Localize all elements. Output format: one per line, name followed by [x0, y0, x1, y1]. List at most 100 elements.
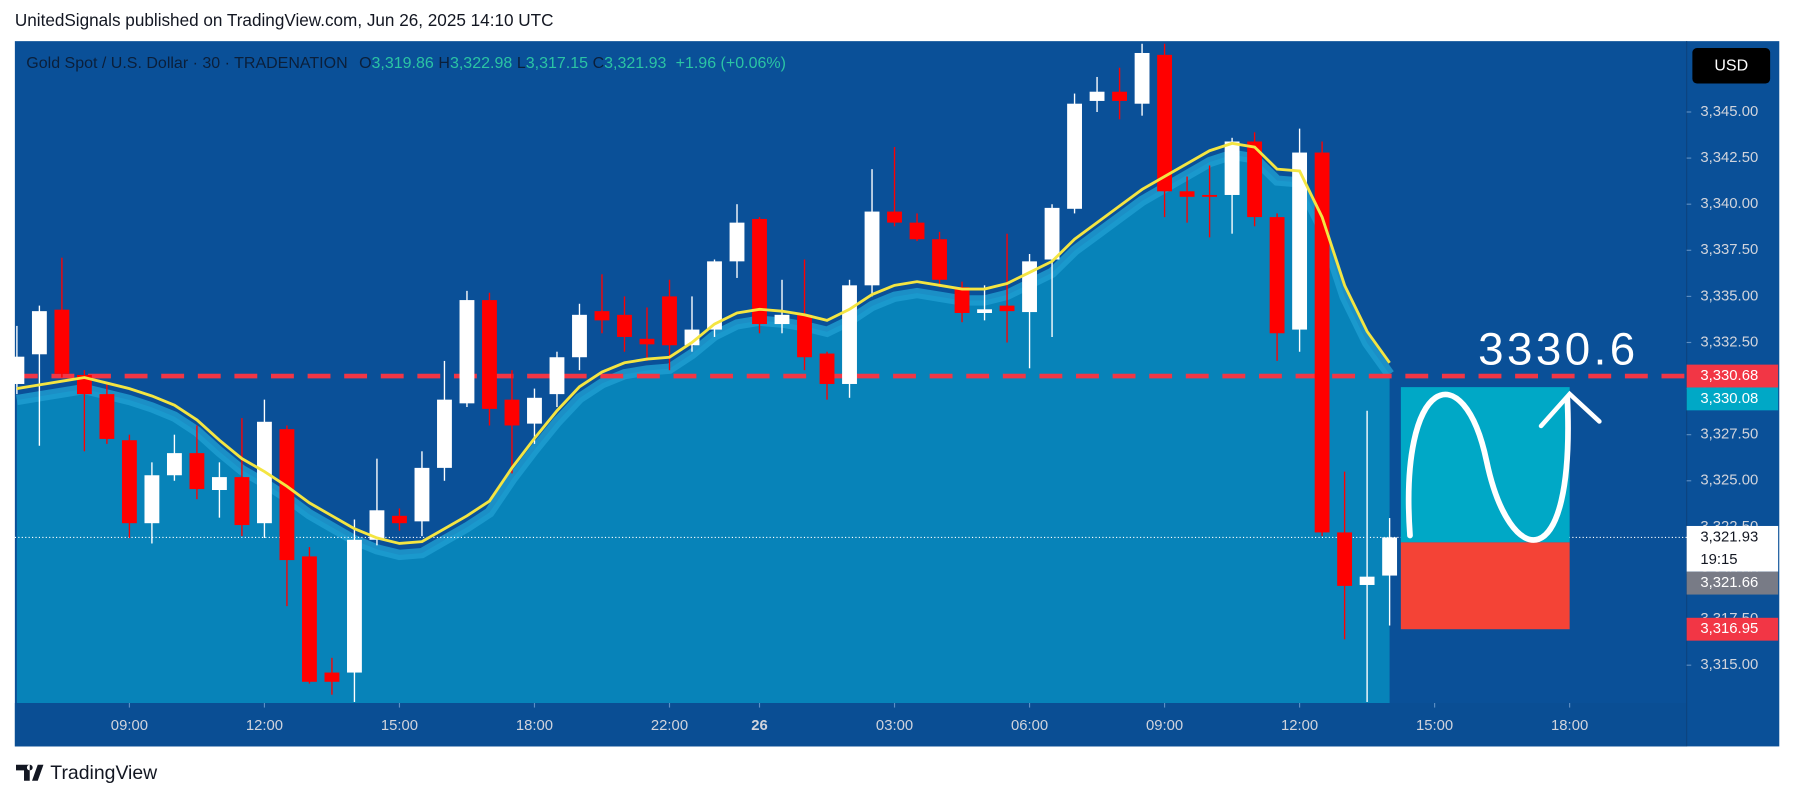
- candle-body: [1359, 576, 1375, 585]
- candle-body: [1292, 152, 1308, 330]
- y-tick-label: 3,332.50: [1700, 334, 1758, 350]
- candle-body: [864, 211, 880, 286]
- x-tick-label: 18:00: [516, 718, 553, 734]
- candle-body: [144, 475, 160, 524]
- candle-body: [324, 672, 340, 682]
- tradingview-logo: [16, 764, 44, 781]
- price-tag-label: 3,321.66: [1700, 575, 1758, 591]
- candle-body: [347, 539, 362, 673]
- candle-body: [211, 477, 227, 491]
- y-tick-label: 3,337.50: [1700, 242, 1758, 258]
- logo-icon: [16, 764, 44, 781]
- candle-body: [189, 453, 205, 490]
- candle-body: [9, 356, 25, 384]
- candle-body: [639, 338, 655, 345]
- x-tick-label: 03:00: [876, 718, 913, 734]
- x-tick-label: 09:00: [111, 718, 148, 734]
- candle-body: [414, 467, 430, 522]
- price-tag-label: 3,316.95: [1700, 621, 1758, 637]
- candle-body: [392, 515, 407, 524]
- candle-body: [954, 287, 970, 313]
- legend-value: 3,317.15: [526, 55, 588, 72]
- ema-line: [16, 141, 1391, 545]
- x-tick-label: 12:00: [246, 718, 283, 734]
- candle-body: [887, 211, 902, 223]
- candle-body: [1247, 141, 1263, 218]
- price-tag: [1686, 387, 1779, 411]
- x-tick-label: 18:00: [1551, 718, 1588, 734]
- legend-key: L: [517, 55, 526, 72]
- currency-label[interactable]: USD: [1714, 58, 1748, 75]
- candle-body: [1269, 217, 1285, 334]
- candle-body: [166, 453, 182, 476]
- legend-value: 3,322.98: [450, 55, 512, 72]
- legend-key: C: [593, 55, 605, 72]
- candle-body: [1179, 191, 1195, 197]
- candle-body: [437, 399, 452, 468]
- y-tick-label: 3,340.00: [1700, 196, 1758, 212]
- candle-body: [1044, 207, 1060, 260]
- candle-body: [302, 556, 317, 682]
- candle-body: [54, 309, 70, 374]
- candle-body: [527, 397, 542, 424]
- candle-body: [662, 296, 677, 346]
- y-tick-label: 3,335.00: [1700, 288, 1758, 304]
- candle-body: [729, 222, 745, 262]
- candle-body: [932, 239, 947, 280]
- price-tag: [1686, 525, 1779, 572]
- stop-zone: [1400, 542, 1570, 630]
- wave-arrow: [1538, 390, 1602, 429]
- plot: 3,315.003,317.503,320.003,322.503,325.00…: [9, 43, 1779, 734]
- candle-body: [549, 357, 565, 395]
- price-tag: [1686, 364, 1779, 388]
- candle-body: [594, 311, 610, 321]
- candle-body: [977, 309, 992, 313]
- candle-body: [1067, 103, 1082, 209]
- y-tick-label: 3,342.50: [1700, 150, 1758, 166]
- currency-button[interactable]: [1692, 48, 1771, 84]
- candle-body: [482, 300, 497, 409]
- x-tick-label: 22:00: [651, 718, 688, 734]
- candle-body: [1314, 152, 1330, 533]
- x-tick-label: 06:00: [1011, 718, 1048, 734]
- candle-body: [99, 394, 115, 439]
- candle-body: [572, 314, 587, 358]
- y-tick-label: 3,325.00: [1700, 473, 1758, 489]
- y-tick-label: 3,315.00: [1700, 657, 1758, 673]
- legend-key: H: [438, 55, 450, 72]
- x-tick-label: 12:00: [1281, 718, 1318, 734]
- published-note: UnitedSignals published on TradingView.c…: [15, 10, 554, 30]
- candle-body: [234, 477, 250, 526]
- candle-body: [999, 305, 1015, 312]
- candle-body: [1202, 194, 1218, 197]
- candle-body: [369, 510, 385, 540]
- y-tick-label: 3,345.00: [1700, 104, 1758, 120]
- legend: Gold Spot / U.S. Dollar · 30 · TRADENATI…: [26, 55, 786, 72]
- candle-body: [819, 353, 835, 384]
- candle-body: [1157, 54, 1172, 192]
- legend-value: 3,321.93: [604, 55, 666, 72]
- price-tag-label: 3,330.08: [1700, 391, 1758, 407]
- candle-body: [752, 218, 767, 325]
- candle-body: [707, 261, 722, 330]
- price-tag: [1686, 617, 1779, 641]
- price-tag-label: 3,330.68: [1700, 368, 1758, 384]
- candle-body: [31, 311, 47, 355]
- candle-body: [1224, 141, 1240, 195]
- time-axis: [14, 702, 1687, 747]
- wave-drawing: [1405, 391, 1571, 543]
- candle-body: [774, 314, 790, 325]
- candle-body: [684, 329, 700, 346]
- price-tag-label: 3,321.93: [1700, 529, 1758, 545]
- candle-body: [504, 399, 520, 426]
- price-tag-sublabel: 19:15: [1700, 552, 1737, 568]
- annotation: 3330.6: [1478, 323, 1638, 374]
- x-tick-label: 15:00: [1416, 718, 1453, 734]
- candle-body: [1134, 52, 1150, 104]
- candle-body: [909, 222, 925, 240]
- legend-symbol: Gold Spot / U.S. Dollar · 30 · TRADENATI…: [26, 55, 347, 72]
- candle-body: [459, 300, 475, 404]
- x-tick-label: 15:00: [381, 718, 418, 734]
